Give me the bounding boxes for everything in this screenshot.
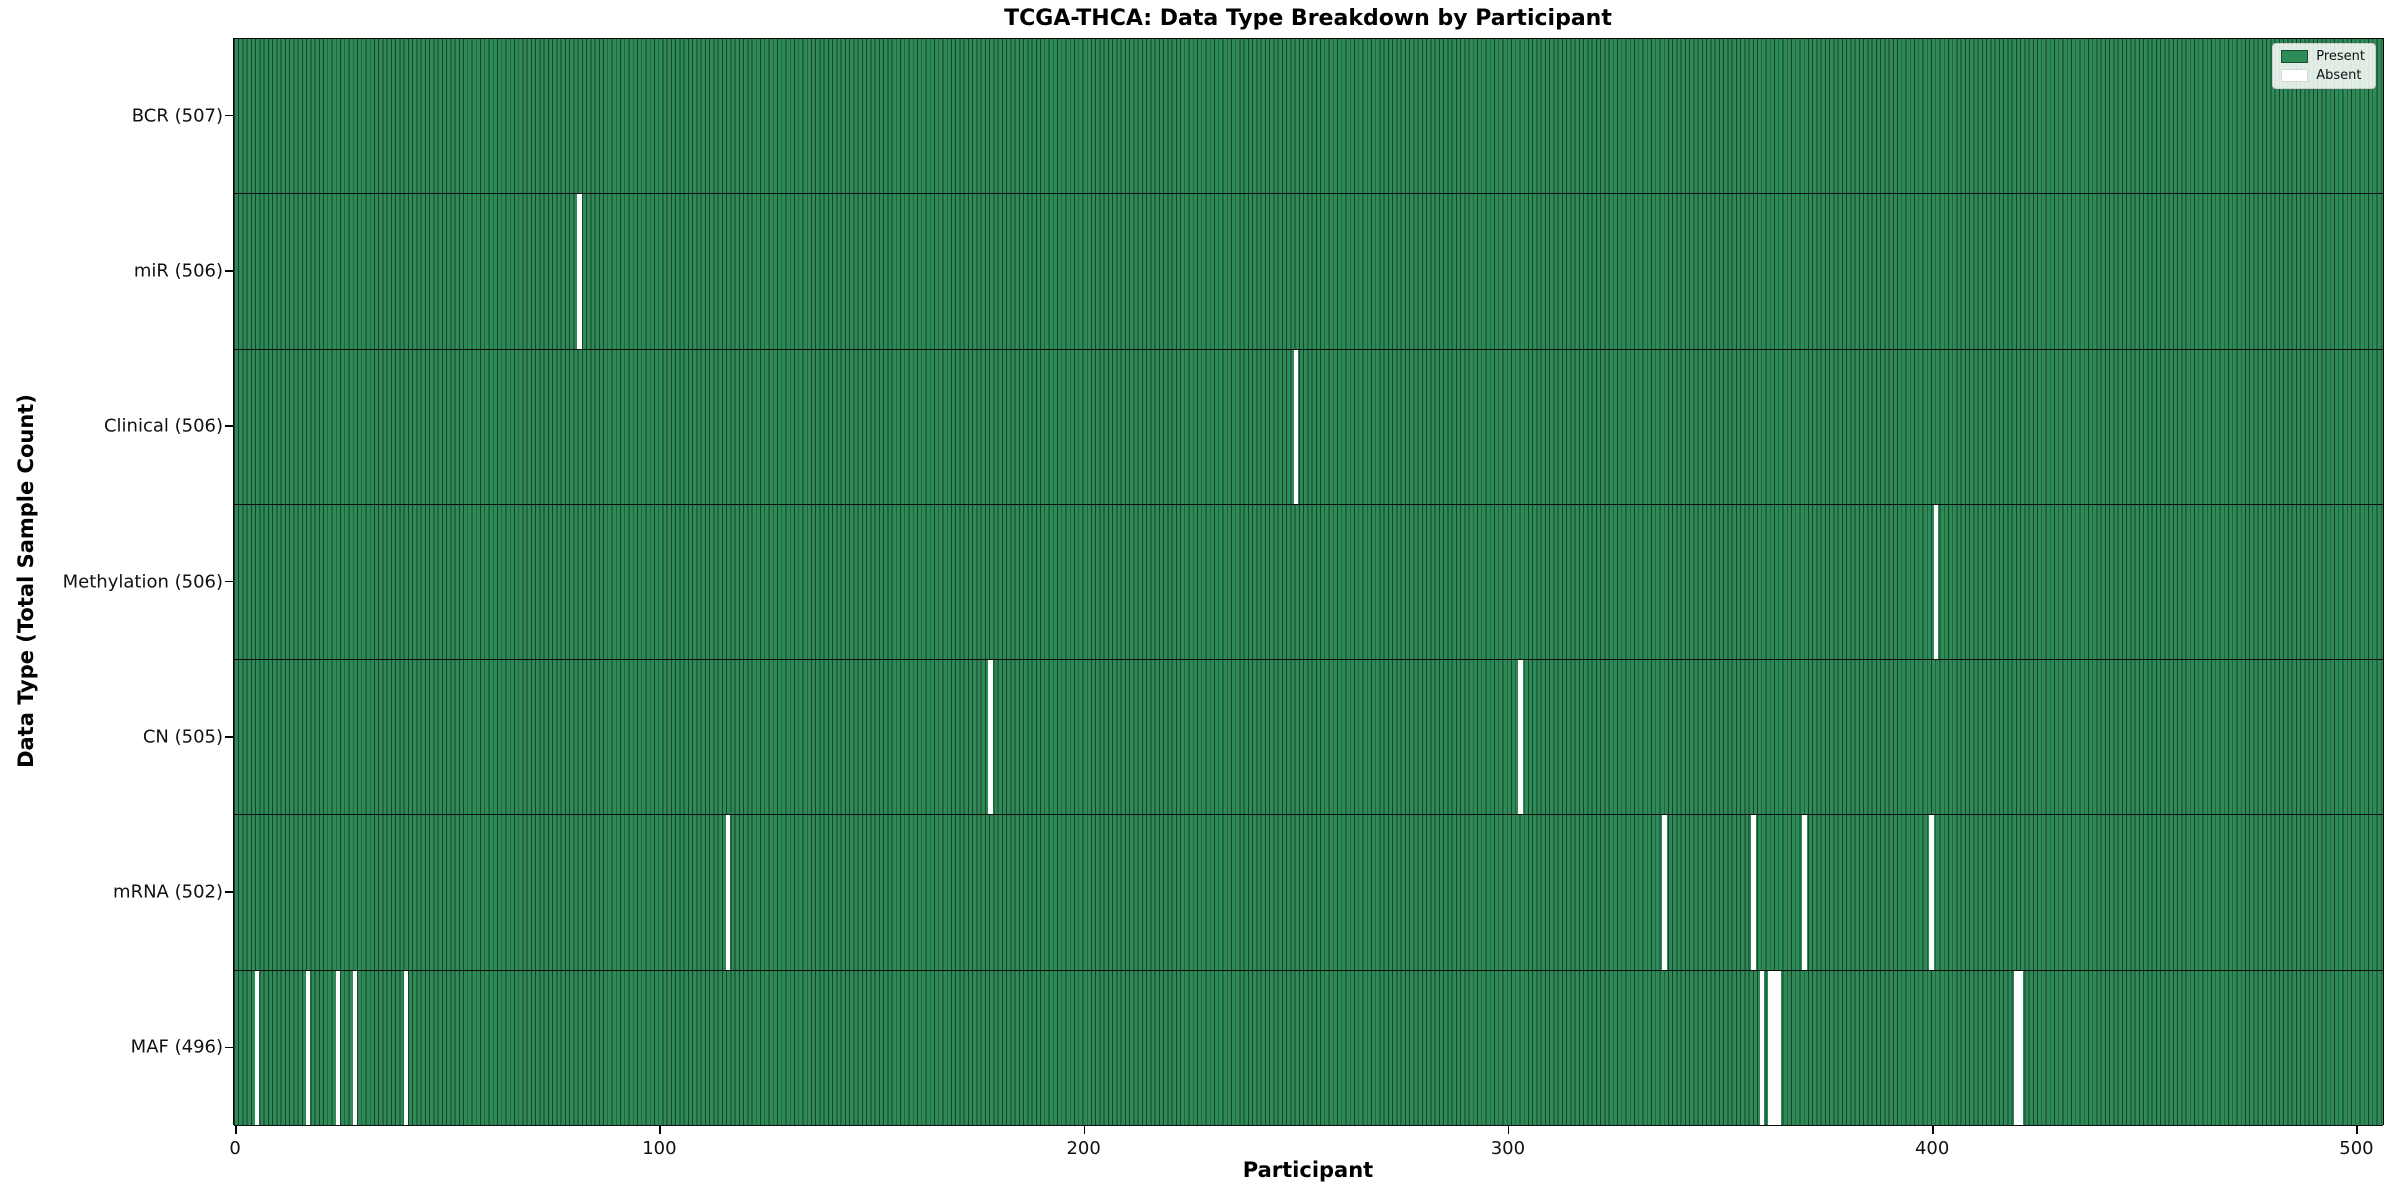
absent-marker-maf-421 <box>2018 970 2023 1125</box>
y-tick-label-methylation: Methylation (506) <box>62 571 223 592</box>
x-tick-mark <box>1932 1125 1934 1134</box>
x-tick-label-200: 200 <box>1066 1138 1101 1159</box>
heatmap-row-mir <box>234 194 2383 350</box>
absent-marker-mrna-370 <box>1802 815 1807 970</box>
absent-marker-maf-363 <box>1772 970 1777 1125</box>
legend-item-absent: Absent <box>2281 68 2365 83</box>
y-tick-mark <box>225 735 233 738</box>
legend-swatch-absent <box>2281 69 2309 82</box>
legend-swatch-present <box>2281 50 2309 63</box>
absent-marker-mrna-400 <box>1929 815 1934 970</box>
absent-marker-maf-364 <box>1776 970 1782 1125</box>
heatmap-row-methylation <box>234 504 2383 661</box>
heatmap-row-cn <box>234 660 2383 816</box>
y-tick-mark <box>225 114 233 117</box>
absent-marker-cn-178 <box>988 660 993 815</box>
y-tick-label-maf: MAF (496) <box>130 1036 223 1058</box>
x-tick-mark <box>1083 1125 1086 1134</box>
absent-marker-mrna-337 <box>1662 815 1667 970</box>
absent-marker-methylation-401 <box>1933 504 1938 660</box>
legend: Present Absent <box>2272 43 2376 89</box>
y-tick-mark <box>225 891 233 893</box>
absent-marker-maf-17 <box>306 970 311 1125</box>
y-tick-label-mir: miR (506) <box>133 260 223 282</box>
absent-marker-mrna-116 <box>725 815 730 970</box>
legend-label: Absent <box>2316 68 2362 83</box>
y-tick-label-clinical: Clinical (506) <box>103 415 223 437</box>
absent-marker-cn-303 <box>1518 660 1523 815</box>
x-tick-mark <box>659 1125 661 1134</box>
heatmap-row-maf <box>234 970 2383 1126</box>
absent-marker-clinical-250 <box>1293 349 1298 504</box>
legend-label: Present <box>2316 49 2365 64</box>
x-axis-label: Participant <box>1242 1158 1374 1182</box>
plot-area: Present Absent <box>233 38 2384 1126</box>
y-tick-mark <box>225 270 233 272</box>
y-tick-mark <box>225 1046 233 1049</box>
x-tick-mark <box>235 1125 237 1134</box>
x-tick-label-500: 500 <box>2339 1138 2374 1159</box>
x-tick-label-300: 300 <box>1490 1138 1526 1159</box>
chart-title: TCGA-THCA: Data Type Breakdown by Partic… <box>1004 6 1612 31</box>
x-tick-label-100: 100 <box>642 1138 677 1159</box>
heatmap-row-clinical <box>234 349 2383 505</box>
y-tick-mark <box>225 425 233 427</box>
y-tick-label-mrna: mRNA (502) <box>113 881 223 903</box>
heatmap-row-bcr <box>234 39 2383 195</box>
absent-marker-maf-360 <box>1759 970 1765 1125</box>
x-tick-label-400: 400 <box>1914 1138 1950 1159</box>
absent-marker-mrna-358 <box>1751 815 1756 970</box>
absent-marker-maf-420 <box>2014 970 2019 1125</box>
y-tick-label-cn: CN (505) <box>142 726 223 748</box>
absent-marker-mir-81 <box>577 194 582 349</box>
y-tick-label-bcr: BCR (507) <box>131 105 223 127</box>
x-tick-mark <box>1507 1125 1510 1134</box>
absent-marker-maf-5 <box>255 970 260 1125</box>
x-tick-label-0: 0 <box>229 1138 241 1159</box>
legend-item-present: Present <box>2281 49 2365 64</box>
absent-marker-maf-362 <box>1768 970 1773 1125</box>
absent-marker-maf-24 <box>335 970 340 1125</box>
x-tick-mark <box>2356 1125 2359 1134</box>
y-tick-mark <box>225 580 233 583</box>
heatmap-row-mrna <box>234 815 2383 971</box>
absent-marker-maf-40 <box>403 970 408 1125</box>
absent-marker-maf-28 <box>352 970 357 1125</box>
